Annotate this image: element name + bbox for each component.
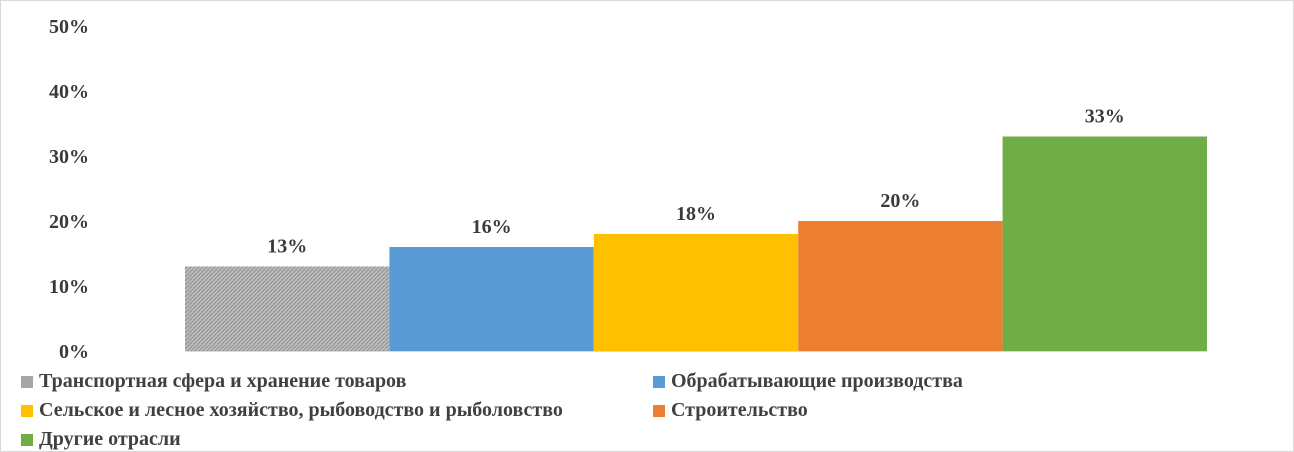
y-tick-label: 40% [49, 81, 89, 103]
bars [185, 136, 1207, 352]
legend-row-3: Другие отрасли [21, 425, 963, 451]
legend-label: Транспортная сфера и хранение товаров [39, 370, 407, 392]
y-tick-label: 0% [59, 341, 89, 363]
legend-label: Сельское и лесное хозяйство, рыбоводство… [39, 399, 563, 421]
data-label: 18% [676, 203, 716, 225]
data-label: 20% [880, 190, 920, 212]
data-label: 13% [267, 236, 307, 258]
legend-swatch-other [21, 433, 33, 446]
y-tick-label: 20% [49, 211, 89, 233]
legend-row-2: Сельское и лесное хозяйство, рыбоводство… [21, 396, 963, 425]
data-label: 16% [472, 216, 512, 238]
bar [593, 234, 799, 351]
y-tick-label: 50% [49, 16, 89, 38]
legend-item-agriculture: Сельское и лесное хозяйство, рыбоводство… [21, 396, 653, 425]
bar [389, 247, 594, 351]
y-tick-label: 10% [49, 276, 89, 298]
legend-swatch-manufacturing [653, 375, 665, 388]
legend-swatch-transport [21, 375, 33, 388]
legend-item-other: Другие отрасли [21, 425, 181, 451]
legend-item-construction: Строительство [653, 396, 808, 425]
legend-item-manufacturing: Обрабатывающие производства [653, 367, 963, 396]
legend-swatch-construction [653, 404, 665, 417]
y-tick-label: 30% [49, 146, 89, 168]
legend-item-transport: Транспортная сфера и хранение товаров [21, 367, 653, 396]
legend-label: Обрабатывающие производства [671, 370, 963, 392]
data-label: 33% [1085, 106, 1125, 128]
bar [185, 266, 390, 351]
legend-label: Другие отрасли [39, 428, 181, 450]
legend: Транспортная сфера и хранение товаров Об… [21, 367, 963, 451]
bar [798, 221, 1003, 351]
y-axis: 0% 10% 20% 30% 40% 50% [49, 16, 89, 363]
legend-row-1: Транспортная сфера и хранение товаров Об… [21, 367, 963, 396]
legend-swatch-agriculture [21, 404, 33, 417]
bar [1002, 136, 1207, 351]
legend-label: Строительство [671, 399, 808, 421]
data-labels: 13% 16% 18% 20% 33% [267, 106, 1125, 258]
